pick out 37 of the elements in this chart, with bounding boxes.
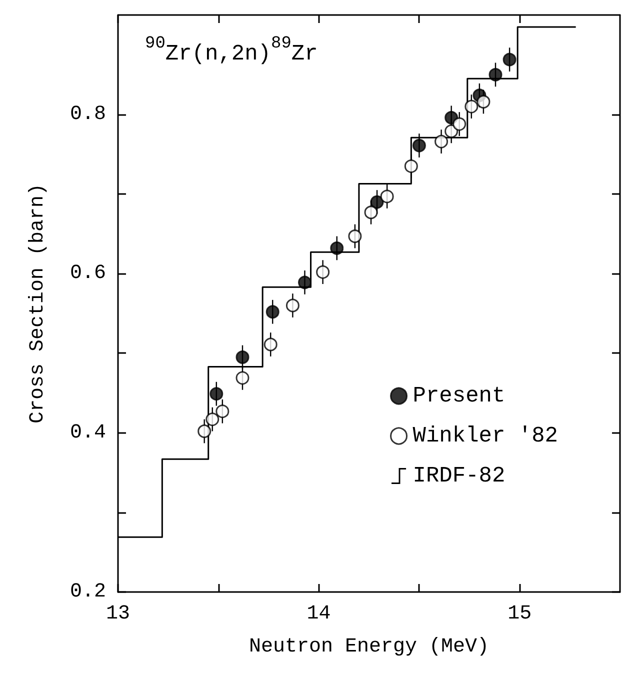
point: [464, 100, 478, 114]
point: [404, 159, 418, 173]
point: [444, 124, 458, 138]
point: [266, 305, 280, 319]
y-tick-label: 0.4: [70, 421, 106, 444]
x-tick-label: 15: [508, 602, 532, 626]
point: [488, 68, 502, 82]
y-tick-label: 0.8: [70, 102, 106, 126]
x-tick-label: 13: [106, 602, 130, 626]
point: [198, 424, 212, 438]
point: [206, 412, 220, 426]
x-axis-title: Neutron Energy (MeV): [248, 636, 490, 658]
legend-label: IRDF-82: [412, 464, 506, 488]
point: [476, 95, 490, 108]
point: [380, 190, 394, 204]
point: [330, 241, 344, 255]
point: [502, 52, 516, 66]
point: [370, 195, 384, 209]
y-axis-title: Cross Section (barn): [26, 183, 50, 424]
point: [434, 134, 448, 148]
point: [286, 298, 300, 312]
y-tick-label: 0.6: [70, 262, 106, 286]
point: [236, 350, 250, 364]
point: [412, 138, 426, 152]
point: [364, 206, 378, 220]
point: [236, 371, 250, 385]
point: [298, 276, 312, 290]
point: [316, 265, 330, 279]
y-tick-label: 0.2: [70, 580, 106, 604]
point: [452, 117, 466, 131]
point: [348, 230, 362, 243]
legend-label: Present: [412, 384, 506, 408]
point: [264, 338, 278, 352]
point: [210, 387, 224, 401]
legend-label: Winkler '82: [412, 424, 558, 448]
x-tick-label: 14: [306, 602, 331, 626]
point: [216, 404, 230, 418]
